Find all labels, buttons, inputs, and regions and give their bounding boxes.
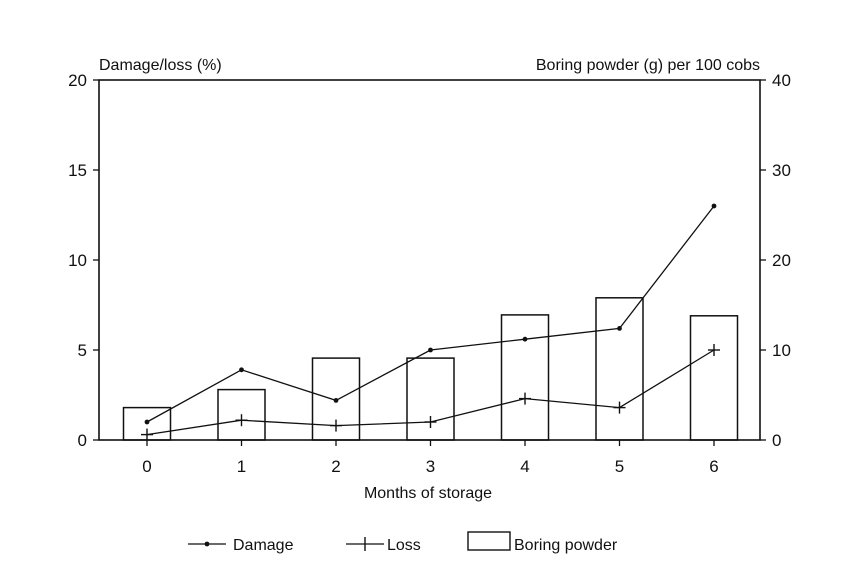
x-tick-label-2: 2 [331,457,340,476]
legend-boring-powder-label: Boring powder [514,537,618,554]
point-damage-0 [144,419,150,425]
point-loss-3 [424,416,437,428]
y-left-tick-label-5: 5 [78,341,87,360]
legend-boring-powder-box [467,531,511,551]
point-damage-5 [617,326,622,331]
legend-damage-label: Damage [233,537,294,554]
point-loss-4 [519,392,531,405]
point-damage-6 [711,203,717,209]
bar-boring-powder-4 [500,314,550,441]
x-tick-label-5: 5 [615,457,624,476]
point-loss-1 [235,414,248,427]
y-left-axis-title: Damage/loss (%) [99,57,222,74]
point-damage-1 [239,367,244,373]
line-series [141,203,720,441]
point-damage-2 [333,398,339,403]
y-left-tick-label-20: 20 [68,71,87,90]
legend-loss-label: Loss [387,537,421,554]
x-tick-label-4: 4 [520,457,529,476]
y-right-tick-label-20: 20 [772,251,791,270]
plot-area-border [98,79,761,441]
bar-boring-powder-5 [595,297,644,441]
y-right-tick-label-10: 10 [772,341,791,360]
plot-frame [98,79,761,441]
point-loss-0 [141,428,153,441]
point-loss-6 [708,344,720,356]
y-right-tick-label-0: 0 [772,431,781,450]
point-damage-3 [428,347,433,353]
bar-boring-powder-6 [689,315,739,441]
x-axis-title: Months of storage [364,485,492,502]
x-tick-label-3: 3 [426,457,435,476]
point-loss-5 [613,401,626,414]
point-loss-2 [330,419,342,432]
y-left-tick-label-15: 15 [68,161,87,180]
y-right-axis-title: Boring powder (g) per 100 cobs [536,57,760,74]
point-damage-4 [522,336,528,342]
x-tick-label-0: 0 [142,457,151,476]
y-left-tick-label-10: 10 [68,251,87,270]
y-right-tick-label-30: 30 [772,161,791,180]
legend: Damage Loss Boring powder [188,531,618,554]
y-right-tick-label-40: 40 [772,71,791,90]
x-tick-label-1: 1 [237,457,246,476]
y-left-tick-label-0: 0 [78,431,87,450]
axis-ticks: 0 5 10 15 20 0 10 20 30 40 0 1 2 3 4 5 6 [68,71,791,476]
legend-damage-marker [204,541,210,547]
x-tick-label-6: 6 [709,457,718,476]
